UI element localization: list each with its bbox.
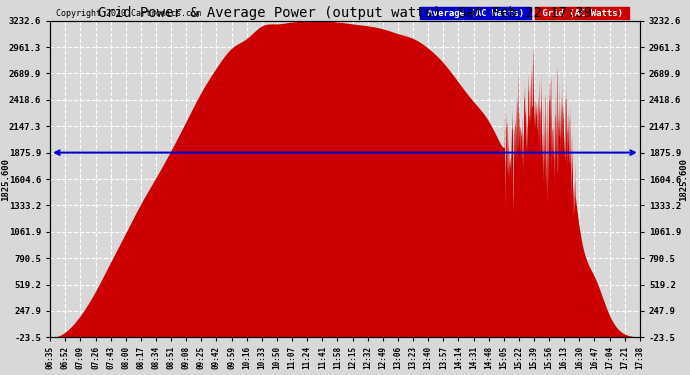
Text: 1825.600: 1825.600: [680, 158, 689, 201]
Text: Average (AC Watts): Average (AC Watts): [422, 9, 529, 18]
Text: Copyright 2020 Cartronics.com: Copyright 2020 Cartronics.com: [56, 9, 201, 18]
Text: Grid (AC Watts): Grid (AC Watts): [537, 9, 628, 18]
Title: Grid Power & Average Power (output watts)  Sat Feb 22 17:39: Grid Power & Average Power (output watts…: [98, 6, 592, 20]
Text: 1825.600: 1825.600: [1, 158, 10, 201]
